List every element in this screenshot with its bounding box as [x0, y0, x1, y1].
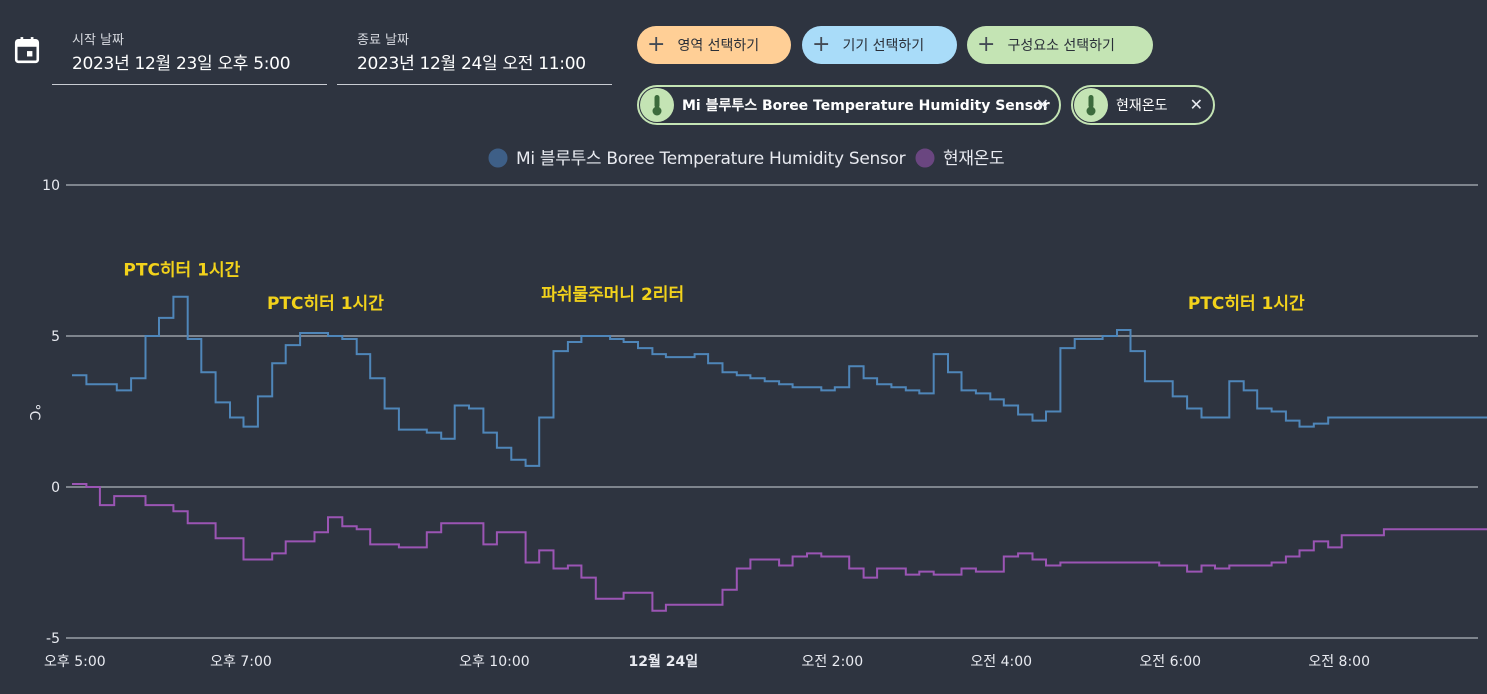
select-component-button[interactable]: + 구성요소 선택하기 [967, 26, 1153, 64]
sensor-chip[interactable]: Mi 블루투스 Boree Temperature Humidity Senso… [637, 85, 1061, 125]
current-temperature-series-line [72, 483, 1487, 612]
y-tick-label: 0 [51, 480, 60, 496]
legend-label: Mi 블루투스 Boree Temperature Humidity Senso… [516, 149, 906, 169]
end-date-label: 종료 날짜 [357, 33, 409, 48]
select-component-label: 구성요소 선택하기 [1007, 38, 1115, 54]
y-tick-label: 5 [51, 329, 60, 345]
x-tick-label: 오후 7:00 [210, 654, 272, 670]
thermometer-icon [640, 88, 674, 122]
x-tick-label: 12월 24일 [629, 653, 699, 670]
y-tick-label: -5 [46, 631, 60, 647]
select-area-label: 영역 선택하기 [677, 38, 760, 54]
x-tick-label: 오전 8:00 [1308, 654, 1370, 670]
x-tick-label: 오후 10:00 [459, 654, 530, 670]
x-tick-label: 오전 6:00 [1139, 654, 1201, 670]
x-tick-label: 오후 5:00 [44, 654, 106, 670]
start-date-value[interactable]: 2023년 12월 23일 오후 5:00 [72, 54, 291, 74]
end-date-value[interactable]: 2023년 12월 24일 오전 11:00 [357, 54, 586, 74]
legend-label: 현재온도 [943, 149, 1004, 169]
annotation-label: PTC히터 1시간 [267, 294, 384, 314]
start-date-label: 시작 날짜 [72, 33, 124, 48]
end-date-field[interactable]: 종료 날짜 2023년 12월 24일 오전 11:00 [337, 22, 612, 85]
y-axis-label: °C [26, 404, 42, 421]
sensor-series-line [72, 295, 1487, 467]
annotation-label: PTC히터 1시간 [1188, 294, 1305, 314]
x-tick-label: 오전 2:00 [801, 654, 863, 670]
temperature-chip-label: 현재온도 [1116, 98, 1168, 114]
legend-swatch [488, 148, 508, 168]
close-icon[interactable]: ✕ [1035, 95, 1049, 114]
y-tick-label: 10 [42, 178, 60, 194]
select-device-button[interactable]: + 기기 선택하기 [802, 26, 957, 64]
plus-icon: + [812, 32, 831, 57]
plus-icon: + [647, 32, 666, 57]
temperature-chip[interactable]: 현재온도 ✕ [1071, 85, 1215, 125]
annotation-label: 파쉬물주머니 2리터 [541, 285, 684, 305]
annotation-label: PTC히터 1시간 [123, 261, 240, 281]
sensor-chip-label: Mi 블루투스 Boree Temperature Humidity Senso… [682, 98, 1050, 114]
x-tick-label: 오전 4:00 [970, 654, 1032, 670]
plus-icon: + [977, 32, 996, 57]
select-device-label: 기기 선택하기 [842, 38, 925, 54]
calendar-icon[interactable] [14, 36, 40, 64]
thermometer-icon [1074, 88, 1108, 122]
start-date-field[interactable]: 시작 날짜 2023년 12월 23일 오후 5:00 [52, 22, 327, 85]
close-icon[interactable]: ✕ [1189, 95, 1203, 114]
legend-swatch [915, 148, 935, 168]
select-area-button[interactable]: + 영역 선택하기 [637, 26, 791, 64]
